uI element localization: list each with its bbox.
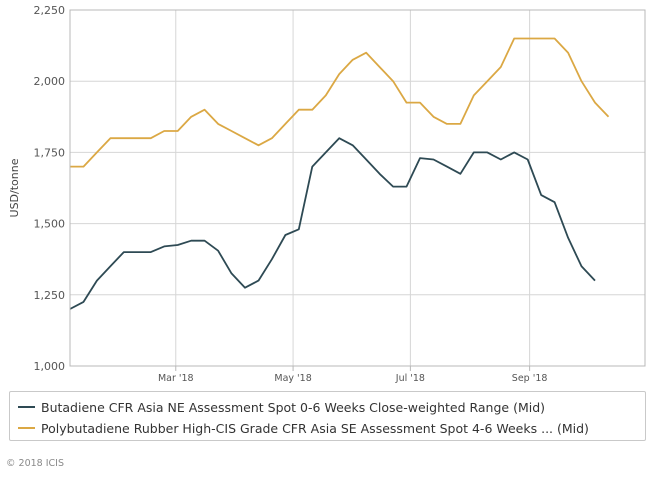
legend-label-polybutadiene: Polybutadiene Rubber High-CIS Grade CFR … xyxy=(41,420,589,436)
series-line-polybutadiene xyxy=(70,37,610,168)
x-tick-label: Sep '18 xyxy=(512,373,548,384)
y-tick-label: 1,750 xyxy=(34,146,66,159)
grid-lines xyxy=(70,9,645,367)
y-tick-label: 2,000 xyxy=(34,75,66,88)
y-axis-label: USD/tonne xyxy=(8,158,21,217)
y-tick-label: 1,250 xyxy=(34,289,66,302)
legend-label-butadiene: Butadiene CFR Asia NE Assessment Spot 0-… xyxy=(41,399,546,415)
y-tick-label: 2,250 xyxy=(34,4,66,17)
legend: Butadiene CFR Asia NE Assessment Spot 0-… xyxy=(9,391,646,441)
plot-frame xyxy=(69,9,646,367)
legend-swatch-polybutadiene xyxy=(18,427,35,429)
x-tick-label: May '18 xyxy=(274,373,311,384)
y-tick-label: 1,000 xyxy=(34,360,66,373)
legend-item-polybutadiene[interactable]: Polybutadiene Rubber High-CIS Grade CFR … xyxy=(18,419,589,437)
copyright-notice: © 2018 ICIS xyxy=(6,458,64,469)
y-tick-label: 1,500 xyxy=(34,218,66,231)
x-tick-label: Jul '18 xyxy=(395,373,425,384)
x-tick-label: Mar '18 xyxy=(158,373,194,384)
series-line-butadiene xyxy=(69,137,596,310)
legend-item-butadiene[interactable]: Butadiene CFR Asia NE Assessment Spot 0-… xyxy=(18,398,545,416)
legend-swatch-butadiene xyxy=(18,406,35,408)
line-chart: 1,000 1,250 1,500 1,750 2,000 2,250 Mar '18 May… xyxy=(8,4,646,384)
axis-ticks: 1,000 1,250 1,500 1,750 2,000 2,250 Mar '18 May… xyxy=(34,4,548,384)
series-lines xyxy=(69,37,610,310)
